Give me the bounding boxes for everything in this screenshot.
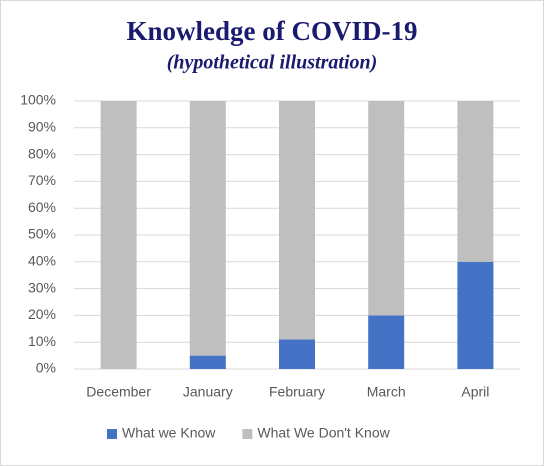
legend-label: What We Don't Know (257, 425, 390, 441)
x-tick-label: March (367, 384, 406, 400)
x-tick-label: January (183, 384, 233, 400)
y-tick-label: 30% (28, 279, 56, 295)
chart-title: Knowledge of COVID-19 (127, 16, 418, 46)
x-tick-label: February (269, 384, 325, 400)
y-tick-label: 100% (20, 92, 56, 108)
y-tick-label: 40% (28, 253, 56, 269)
bar (189, 355, 226, 369)
legend-swatch (242, 429, 253, 439)
bar (279, 101, 315, 340)
x-tick-label: December (86, 384, 151, 400)
bar (279, 339, 315, 369)
y-tick-label: 50% (28, 226, 56, 242)
bar (100, 101, 137, 369)
y-tick-label: 10% (28, 333, 56, 349)
bar (457, 261, 494, 369)
x-tick-label: April (461, 384, 489, 400)
y-tick-label: 0% (36, 360, 56, 376)
legend-label: What we Know (122, 425, 216, 441)
y-tick-label: 70% (28, 172, 56, 188)
bar (368, 315, 405, 369)
y-tick-label: 80% (28, 145, 56, 161)
bar (457, 101, 494, 262)
chart-subtitle: (hypothetical illustration) (167, 52, 378, 74)
bar (368, 101, 405, 316)
bar (189, 101, 226, 356)
y-tick-label: 20% (28, 306, 56, 322)
legend-swatch (107, 429, 117, 439)
y-tick-label: 60% (28, 199, 56, 215)
y-tick-label: 90% (28, 119, 56, 135)
